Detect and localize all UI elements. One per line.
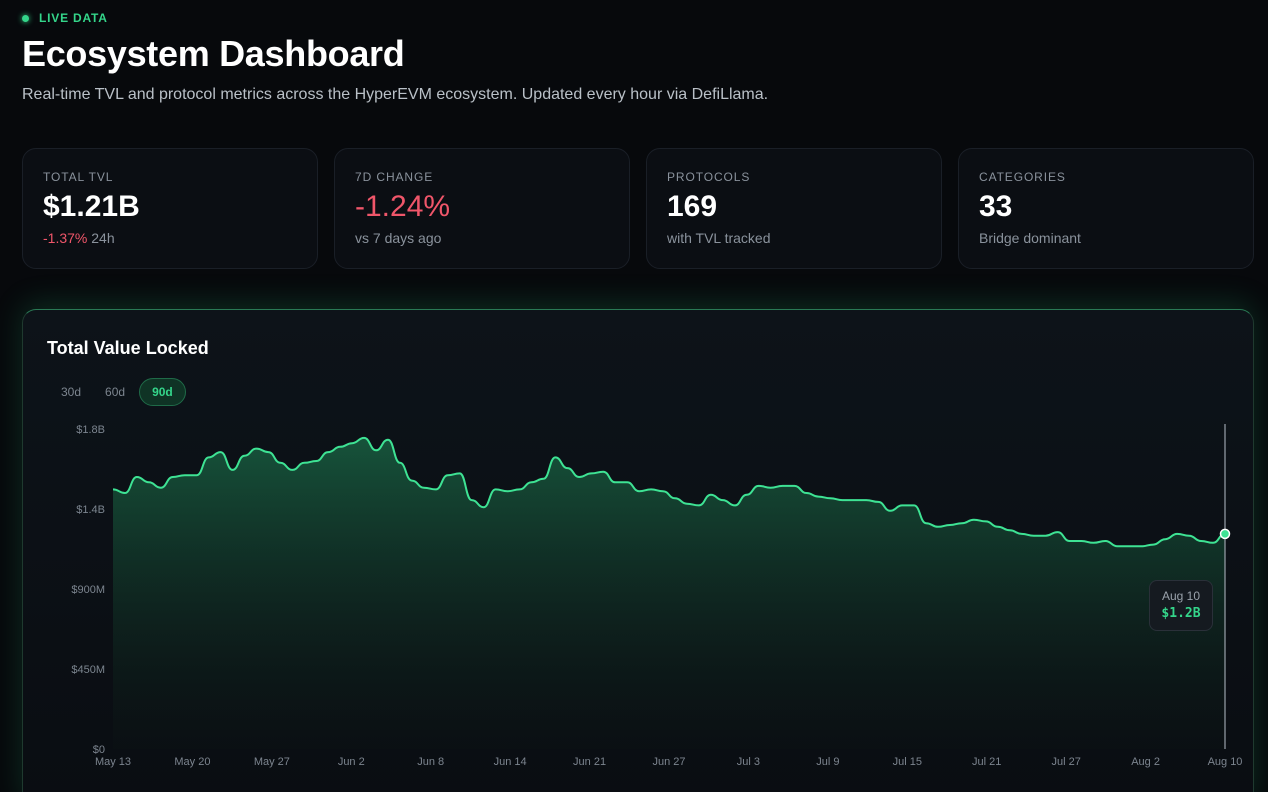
tvl-area	[113, 437, 1225, 749]
tvl-line	[112, 436, 1226, 548]
tvl-chart-card: Total Value Locked 30d 60d 90d $0 $450M $9…	[22, 309, 1254, 792]
stat-label: CATEGORIES	[979, 170, 1066, 184]
chart-title: Total Value Locked	[47, 338, 209, 358]
tooltip-date: Aug 10	[1161, 589, 1201, 603]
stat-sub: -1.37% 24h	[43, 230, 297, 246]
stat-sub: vs 7 days ago	[355, 230, 442, 246]
stat-card-categories: CATEGORIES 33 Bridge dominant	[958, 148, 1254, 269]
page-subtitle: Real-time TVL and protocol metrics acros…	[22, 86, 769, 103]
x-tick-label: Aug 10	[1208, 756, 1243, 768]
x-tick-label: Jul 3	[737, 756, 760, 768]
x-tick-label: Jul 9	[816, 756, 839, 768]
stat-card-total-tvl: TOTAL TVL $1.21B -1.37% 24h	[22, 148, 318, 269]
highlight-point	[1219, 528, 1231, 540]
x-tick-label: Jun 8	[417, 756, 444, 768]
x-tick-label: Jul 15	[893, 756, 922, 768]
tooltip-value: $1.2B	[1161, 606, 1201, 621]
y-tick-label: $450M	[71, 664, 105, 676]
stat-card-protocols: PROTOCOLS 169 with TVL tracked	[646, 148, 942, 269]
stat-sub: with TVL tracked	[667, 230, 771, 246]
range-tab-90d[interactable]: 90d	[139, 378, 186, 406]
stat-label: TOTAL TVL	[43, 170, 114, 184]
range-tab-60d[interactable]: 60d	[105, 385, 126, 399]
stat-label: PROTOCOLS	[667, 170, 751, 184]
x-tick-label: May 20	[174, 756, 210, 768]
x-tick-label: Jun 27	[652, 756, 685, 768]
tvl-area-chart[interactable]: $0 $450M $900M $1.4B $1.8B May 13 May 20 May 27…	[23, 310, 1255, 792]
y-tick-label: $1.8B	[76, 424, 105, 436]
range-tabs: 30d 60d 90d	[51, 378, 186, 406]
x-tick-label: Jun 21	[573, 756, 606, 768]
stat-change: -1.37%	[43, 230, 88, 246]
x-tick-label: Jul 27	[1051, 756, 1080, 768]
stat-card-7d-change: 7D CHANGE -1.24% vs 7 days ago	[334, 148, 630, 269]
x-tick-label: Aug 2	[1131, 756, 1160, 768]
x-tick-label: May 13	[95, 756, 131, 768]
live-label: LIVE DATA	[39, 11, 108, 25]
live-indicator: LIVE DATA	[22, 11, 108, 25]
x-tick-label: Jun 2	[338, 756, 365, 768]
stat-value: 169	[667, 190, 718, 223]
stat-sub-text: 24h	[91, 230, 115, 246]
y-tick-label: $1.4B	[76, 504, 105, 516]
page-title: Ecosystem Dashboard	[22, 33, 405, 74]
stat-value: 33	[979, 190, 1013, 223]
x-tick-label: Jul 21	[972, 756, 1001, 768]
y-tick-label: $0	[93, 744, 105, 756]
range-tab-30d[interactable]: 30d	[61, 385, 82, 399]
x-tick-label: May 27	[254, 756, 290, 768]
live-dot-icon	[22, 14, 29, 22]
y-tick-label: $900M	[71, 584, 105, 596]
stat-value: $1.21B	[43, 190, 140, 223]
stat-label: 7D CHANGE	[355, 170, 434, 184]
stat-value: -1.24%	[355, 190, 451, 223]
x-tick-label: Jun 14	[494, 756, 527, 768]
chart-tooltip: Aug 10 $1.2B	[1149, 580, 1213, 631]
stat-sub: Bridge dominant	[979, 230, 1081, 246]
